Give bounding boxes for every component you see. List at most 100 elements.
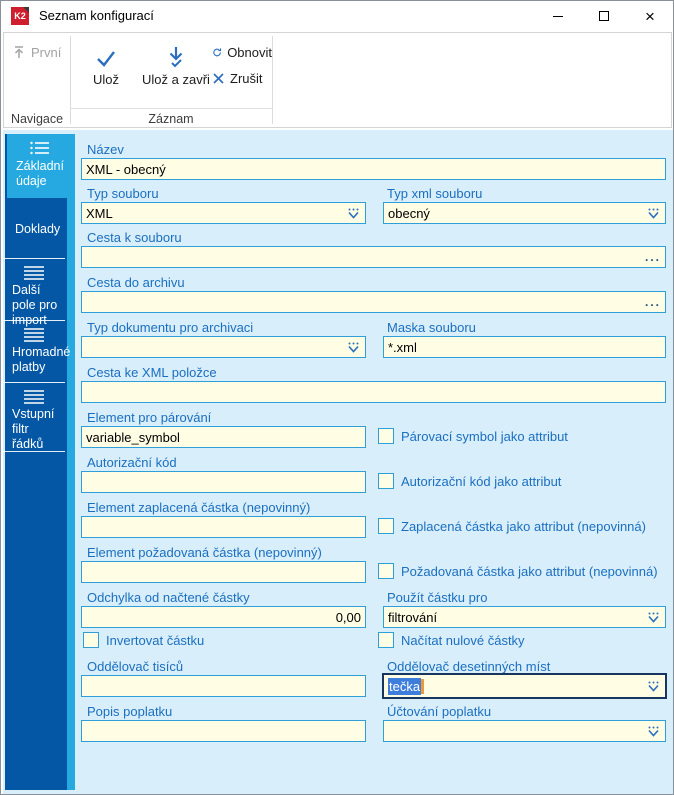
field-value: 0,00 bbox=[335, 609, 361, 625]
save-label: Ulož bbox=[92, 72, 119, 87]
close-icon: × bbox=[645, 6, 655, 26]
refresh-icon bbox=[213, 47, 222, 56]
sidebar bbox=[5, 134, 67, 790]
dropdown-icon[interactable] bbox=[646, 207, 661, 220]
zaplacena-castka-checkbox[interactable] bbox=[378, 518, 394, 534]
cesta-k-souboru-field[interactable]: ... bbox=[81, 246, 666, 268]
maximize-button[interactable] bbox=[581, 1, 627, 31]
browse-button[interactable]: ... bbox=[644, 250, 661, 264]
first-arrow-up-icon bbox=[14, 46, 24, 58]
sidebar-accent-strip bbox=[67, 134, 75, 790]
invertovat-castku-checkbox[interactable] bbox=[83, 632, 99, 648]
element-pozadovana-castka-field[interactable] bbox=[81, 561, 366, 583]
minimize-button[interactable] bbox=[535, 1, 581, 31]
save-and-close-label: Ulož a zavři bbox=[142, 72, 210, 87]
sidebar-tab-label: Další pole pro import bbox=[12, 283, 58, 327]
field-label: Odchylka od načtené částky bbox=[87, 590, 250, 605]
pouzit-castku-pro-combo[interactable]: filtrování bbox=[383, 606, 666, 628]
field-value: XML - obecný bbox=[86, 161, 166, 177]
config-form: Název XML - obecný Typ souboru XML Typ x… bbox=[79, 130, 670, 794]
typ-dokumentu-combo[interactable] bbox=[81, 336, 366, 358]
field-label: Element zaplacená částka (nepovinný) bbox=[87, 500, 311, 515]
first-record-button[interactable]: První bbox=[12, 41, 68, 63]
cesta-ke-xml-polozce-field[interactable] bbox=[81, 381, 666, 403]
field-label: Typ souboru bbox=[87, 186, 159, 201]
refresh-button[interactable]: Obnovit bbox=[212, 41, 272, 63]
ribbon-group-zaznam: Záznam bbox=[148, 112, 194, 126]
field-label: Účtování poplatku bbox=[387, 704, 492, 719]
field-label: Typ dokumentu pro archivaci bbox=[87, 320, 254, 335]
typ-xml-souboru-combo[interactable]: obecný bbox=[383, 202, 666, 224]
titlebar: K2 Seznam konfigurací × bbox=[1, 1, 673, 31]
field-label: Cesta ke XML položce bbox=[87, 365, 217, 380]
browse-button[interactable]: ... bbox=[644, 295, 661, 309]
field-label: Element požadovaná částka (nepovinný) bbox=[87, 545, 322, 560]
parovaci-symbol-checkbox[interactable] bbox=[378, 428, 394, 444]
sidebar-tab-label: Základní údaje bbox=[16, 159, 64, 188]
odchylka-field[interactable]: 0,00 bbox=[81, 606, 366, 628]
sidebar-tab-zakladni-udaje[interactable]: Základní údaje bbox=[7, 134, 73, 198]
popis-poplatku-field[interactable] bbox=[81, 720, 366, 742]
field-value: *.xml bbox=[388, 339, 417, 355]
list-icon bbox=[24, 328, 44, 342]
sidebar-tab-doklady[interactable]: Doklady bbox=[3, 198, 65, 259]
field-label: Oddělovač desetinných míst bbox=[387, 659, 551, 674]
sidebar-tab-label: Doklady bbox=[15, 221, 61, 236]
close-button[interactable]: × bbox=[627, 1, 673, 31]
dropdown-icon[interactable] bbox=[346, 341, 361, 354]
list-icon bbox=[24, 266, 44, 280]
maximize-icon bbox=[599, 11, 609, 21]
cancel-x-icon bbox=[213, 72, 224, 84]
cancel-label: Zrušit bbox=[230, 70, 263, 86]
ribbon: První Ulož Ulož a zavři Obnovit bbox=[3, 32, 672, 128]
field-value: filtrování bbox=[388, 609, 438, 625]
element-pro-parovani-field[interactable]: variable_symbol bbox=[81, 426, 366, 448]
cancel-button[interactable]: Zrušit bbox=[212, 67, 272, 89]
refresh-label: Obnovit bbox=[227, 44, 272, 60]
sidebar-tab-hromadne-platby[interactable]: Hromadné platby bbox=[3, 321, 70, 383]
sidebar-tab-label: Vstupní filtr řádků bbox=[12, 407, 55, 451]
field-label: Element pro párování bbox=[87, 410, 212, 425]
field-label: Autorizační kód bbox=[87, 455, 177, 470]
save-and-close-button[interactable]: Ulož a zavři bbox=[142, 39, 210, 111]
text-caret bbox=[421, 678, 425, 694]
oddelovac-desetinnych-combo[interactable]: tečka bbox=[382, 673, 667, 699]
checkbox-label: Požadovaná částka jako attribut (nepovin… bbox=[401, 564, 658, 579]
save-check-icon bbox=[97, 51, 115, 67]
checkbox-label: Invertovat částku bbox=[106, 633, 205, 648]
checkbox-label: Párovací symbol jako attribut bbox=[401, 429, 568, 444]
sidebar-tab-dalsi-pole-pro-import[interactable]: Další pole pro import bbox=[3, 259, 65, 327]
window-title: Seznam konfigurací bbox=[39, 8, 154, 23]
field-label: Cesta k souboru bbox=[87, 230, 182, 245]
field-value: XML bbox=[86, 205, 113, 221]
typ-souboru-combo[interactable]: XML bbox=[81, 202, 366, 224]
dropdown-icon[interactable] bbox=[646, 725, 661, 738]
pozadovana-castka-checkbox[interactable] bbox=[378, 563, 394, 579]
field-label: Typ xml souboru bbox=[387, 186, 483, 201]
nacitat-nulove-checkbox[interactable] bbox=[378, 632, 394, 648]
save-close-arrow-down-icon bbox=[169, 47, 183, 68]
autorizacni-kod-field[interactable] bbox=[81, 471, 366, 493]
maska-souboru-field[interactable]: *.xml bbox=[383, 336, 666, 358]
list-details-icon bbox=[30, 141, 49, 155]
field-label: Oddělovač tisíců bbox=[87, 659, 184, 674]
oddelovac-tisicu-field[interactable] bbox=[81, 675, 366, 697]
dropdown-icon[interactable] bbox=[346, 207, 361, 220]
first-record-label: První bbox=[31, 44, 62, 60]
dropdown-icon[interactable] bbox=[646, 680, 661, 693]
dropdown-icon[interactable] bbox=[646, 611, 661, 624]
checkbox-label: Autorizační kód jako attribut bbox=[401, 474, 562, 489]
sidebar-tab-vstupni-filtr-radku[interactable]: Vstupní filtr řádků bbox=[3, 383, 65, 452]
uctovani-poplatku-combo[interactable] bbox=[383, 720, 666, 742]
cesta-do-archivu-field[interactable]: ... bbox=[81, 291, 666, 313]
minimize-icon bbox=[553, 15, 563, 17]
field-value: obecný bbox=[388, 205, 430, 221]
nazev-field[interactable]: XML - obecný bbox=[81, 158, 666, 180]
field-value: variable_symbol bbox=[86, 429, 180, 445]
k2-logo-icon: K2 bbox=[11, 7, 29, 25]
element-zaplacena-castka-field[interactable] bbox=[81, 516, 366, 538]
list-icon bbox=[24, 390, 44, 404]
save-button[interactable]: Ulož bbox=[74, 39, 138, 111]
autorizacni-kod-checkbox[interactable] bbox=[378, 473, 394, 489]
